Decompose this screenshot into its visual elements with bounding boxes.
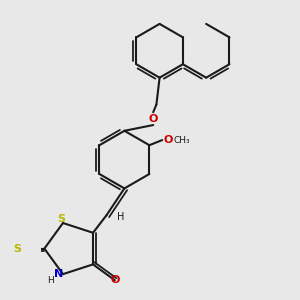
Text: O: O: [148, 114, 158, 124]
Text: H: H: [47, 276, 53, 285]
Text: O: O: [164, 135, 173, 145]
Text: S: S: [58, 214, 66, 224]
Text: N: N: [55, 269, 64, 279]
Text: S: S: [14, 244, 22, 254]
Text: O: O: [110, 275, 119, 285]
Text: H: H: [117, 212, 124, 222]
Text: CH₃: CH₃: [173, 136, 190, 145]
